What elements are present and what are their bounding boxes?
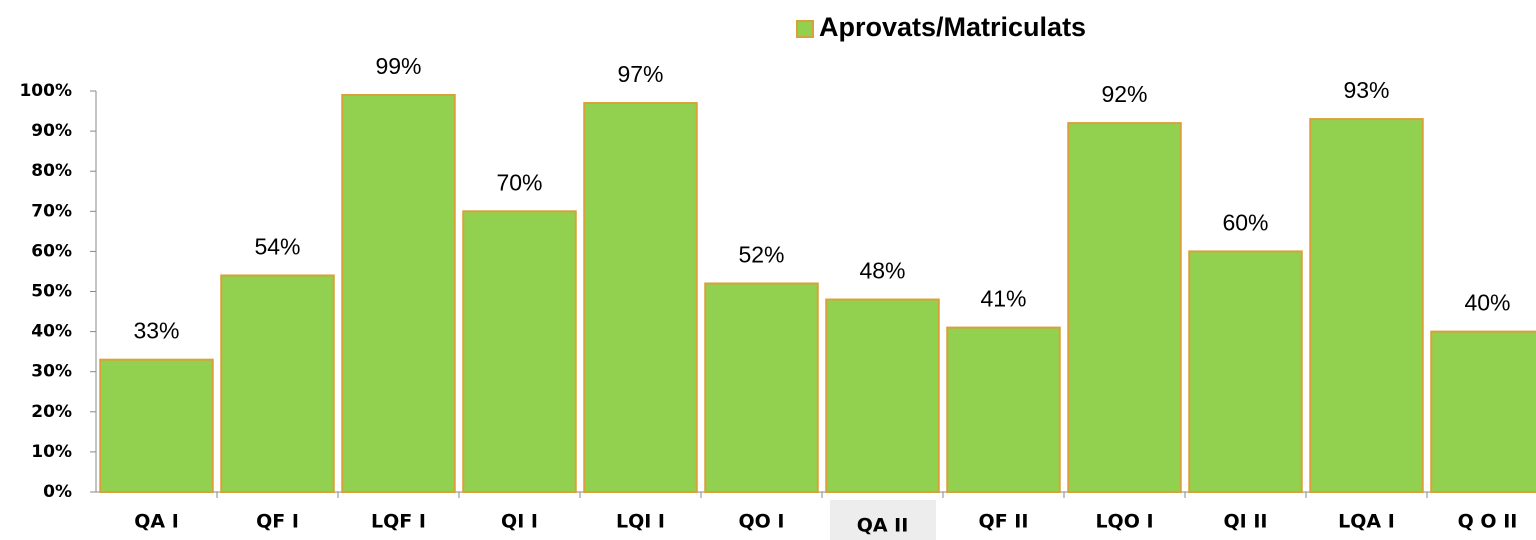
bar <box>462 210 577 494</box>
x-tick-label: LQF I <box>371 511 426 533</box>
value-label: 52% <box>738 242 784 268</box>
value-label: 33% <box>133 318 179 344</box>
value-label: 92% <box>1101 81 1147 107</box>
x-tick-label: QI II <box>1224 511 1268 533</box>
legend-label: Aprovats/Matriculats <box>819 12 1086 42</box>
bar <box>220 274 335 493</box>
bar <box>1430 330 1536 493</box>
category-highlight <box>830 500 936 540</box>
y-tick-label: 10% <box>31 442 72 462</box>
x-tick-label: LQO I <box>1095 511 1153 533</box>
value-label: 40% <box>1464 290 1510 316</box>
y-tick-label: 50% <box>31 282 72 302</box>
value-label: 70% <box>496 169 542 195</box>
value-label: 93% <box>1343 77 1389 103</box>
x-tick-label: QA I <box>134 511 179 533</box>
value-label: 99% <box>375 53 421 79</box>
value-label: 41% <box>980 286 1026 312</box>
bar <box>1309 118 1424 493</box>
y-tick-label: 100% <box>19 81 72 101</box>
y-tick-label: 20% <box>31 402 72 422</box>
bar <box>1067 122 1182 494</box>
y-tick-label: 90% <box>31 121 72 141</box>
bar <box>825 298 940 493</box>
x-tick-label: QO I <box>739 511 785 533</box>
legend-swatch <box>796 20 814 38</box>
x-tick-label: QF I <box>256 511 299 533</box>
bar <box>1188 250 1303 493</box>
y-tick-label: 0% <box>43 482 72 502</box>
bar <box>583 102 698 493</box>
value-label: 60% <box>1222 209 1268 235</box>
bar <box>341 94 456 493</box>
x-tick-label: QI I <box>501 511 538 533</box>
value-label: 54% <box>254 234 300 260</box>
value-label: 97% <box>617 61 663 87</box>
y-tick-label: 70% <box>31 201 72 221</box>
y-tick-label: 60% <box>31 241 72 261</box>
x-tick-label: QA II <box>857 515 909 537</box>
y-tick-label: 40% <box>31 322 72 342</box>
y-tick-label: 30% <box>31 362 72 382</box>
x-tick-label: Q O II <box>1458 511 1518 533</box>
bar <box>704 282 819 494</box>
x-tick-label: LQI I <box>616 511 665 533</box>
value-label: 48% <box>859 258 905 284</box>
x-tick-label: LQA I <box>1338 511 1395 533</box>
bar <box>99 358 214 494</box>
bar <box>946 326 1061 493</box>
x-tick-label: QF II <box>979 511 1029 533</box>
y-tick-label: 80% <box>31 161 72 181</box>
